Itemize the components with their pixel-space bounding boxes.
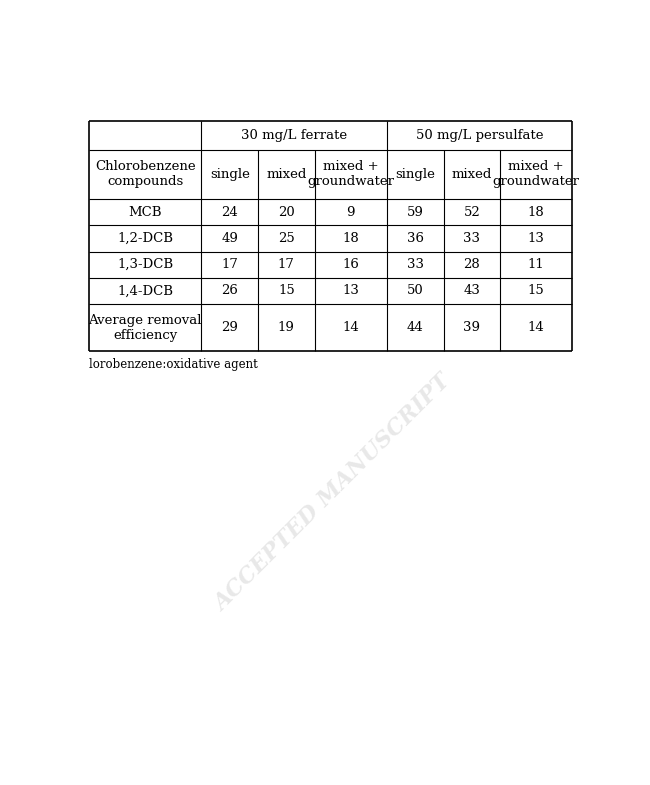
Text: 11: 11 [528,258,545,271]
Text: 16: 16 [343,258,359,271]
Text: 19: 19 [278,321,294,334]
Text: 33: 33 [463,232,480,245]
Text: 9: 9 [346,206,355,219]
Text: 30 mg/L ferrate: 30 mg/L ferrate [241,129,347,142]
Text: 33: 33 [407,258,424,271]
Text: 1,2-DCB: 1,2-DCB [117,232,173,245]
Text: mixed +
groundwater: mixed + groundwater [307,160,395,188]
Text: Average removal
efficiency: Average removal efficiency [88,313,202,341]
Text: 15: 15 [528,284,545,298]
Text: mixed: mixed [266,168,307,181]
Text: 44: 44 [407,321,424,334]
Text: 20: 20 [278,206,294,219]
Text: single: single [210,168,250,181]
Text: 17: 17 [278,258,294,271]
Text: 18: 18 [528,206,545,219]
Text: mixed +
groundwater: mixed + groundwater [493,160,580,188]
Text: 26: 26 [221,284,238,298]
Text: 24: 24 [222,206,238,219]
Text: 1,3-DCB: 1,3-DCB [117,258,173,271]
Text: Chlorobenzene
compounds: Chlorobenzene compounds [95,160,196,188]
Text: 17: 17 [221,258,238,271]
Text: 50 mg/L persulfate: 50 mg/L persulfate [416,129,543,142]
Text: 13: 13 [528,232,545,245]
Text: 36: 36 [407,232,424,245]
Text: 59: 59 [407,206,424,219]
Text: 39: 39 [463,321,480,334]
Text: 28: 28 [463,258,480,271]
Text: 18: 18 [343,232,359,245]
Text: 52: 52 [463,206,480,219]
Text: 13: 13 [343,284,359,298]
Text: 43: 43 [463,284,480,298]
Text: 1,4-DCB: 1,4-DCB [117,284,173,298]
Text: 50: 50 [407,284,424,298]
Text: single: single [395,168,435,181]
Text: 15: 15 [278,284,294,298]
Text: 14: 14 [343,321,359,334]
Text: mixed: mixed [452,168,492,181]
Text: MCB: MCB [129,206,162,219]
Text: lorobenzene:oxidative agent: lorobenzene:oxidative agent [89,358,257,371]
Text: 49: 49 [221,232,238,245]
Text: 14: 14 [528,321,545,334]
Text: 25: 25 [278,232,294,245]
Text: ACCEPTED MANUSCRIPT: ACCEPTED MANUSCRIPT [211,371,456,615]
Text: 29: 29 [221,321,238,334]
